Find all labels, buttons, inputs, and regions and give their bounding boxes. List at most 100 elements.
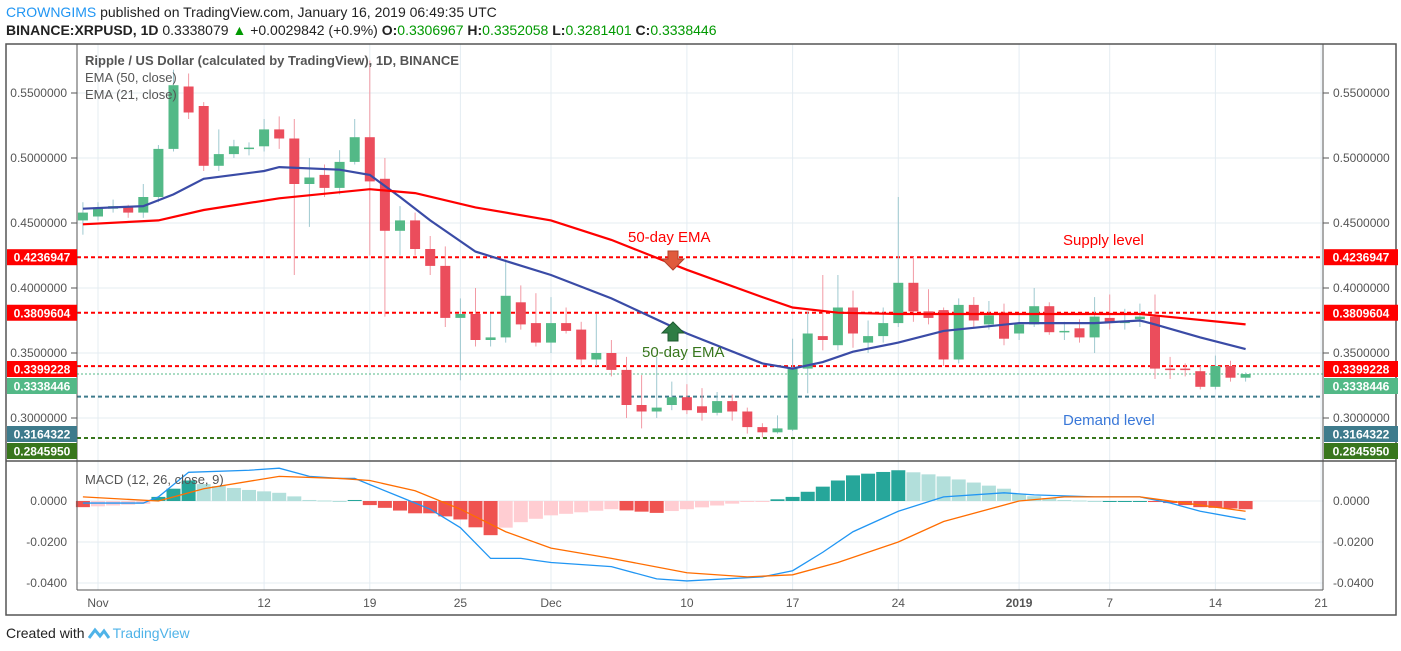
macd-histogram-bar bbox=[604, 501, 619, 510]
price-line-label-bg bbox=[1324, 304, 1398, 321]
candle-down bbox=[757, 427, 768, 433]
down-arrow-icon bbox=[660, 250, 686, 271]
price-line-label-bg bbox=[1324, 361, 1398, 377]
date-tick-label: 25 bbox=[454, 596, 468, 610]
macd-histogram-bar bbox=[559, 501, 574, 514]
last-price: 0.3338079 bbox=[162, 22, 229, 38]
macd-histogram-bar bbox=[377, 501, 392, 508]
high-value: 0.3352058 bbox=[482, 22, 549, 38]
candle-down bbox=[319, 174, 330, 188]
macd-histogram-bar bbox=[1132, 501, 1147, 502]
candle-down bbox=[621, 369, 632, 405]
candle-up bbox=[953, 304, 964, 360]
candle-up bbox=[787, 368, 798, 430]
candle-down bbox=[1104, 317, 1115, 322]
price-line-label-bg bbox=[7, 304, 77, 321]
price-line-label: 0.3399228 bbox=[14, 363, 71, 377]
candle-up bbox=[878, 323, 889, 337]
price-tick-label: 0.4500000 bbox=[10, 216, 67, 230]
price-line-label: 0.3809604 bbox=[1333, 306, 1390, 320]
candle-down bbox=[183, 86, 194, 113]
tradingview-link[interactable]: TradingView bbox=[112, 625, 190, 641]
candle-up bbox=[591, 353, 602, 360]
macd-histogram-bar bbox=[498, 501, 513, 528]
legend-macd: MACD (12, 26, close, 9) bbox=[85, 472, 224, 487]
candle-up bbox=[213, 154, 224, 166]
price-tick-label: 0.3000000 bbox=[1333, 411, 1390, 425]
price-lines bbox=[77, 256, 1323, 440]
date-tick-label: 10 bbox=[680, 596, 694, 610]
candle-up bbox=[1134, 316, 1145, 320]
macd-histogram-bar bbox=[544, 501, 558, 516]
price-line-label: 0.4236947 bbox=[14, 251, 71, 265]
macd-histogram-bar bbox=[1117, 501, 1132, 502]
candle-down bbox=[1074, 328, 1085, 338]
price-line-label: 0.3338446 bbox=[14, 380, 71, 394]
price-line-label: 0.3338446 bbox=[1333, 380, 1390, 394]
price-line-label-bg bbox=[1324, 378, 1398, 394]
candle-down bbox=[742, 411, 753, 428]
macd-histogram-bar bbox=[906, 472, 921, 501]
macd-histogram-bar bbox=[483, 501, 498, 536]
price-line-label-bg bbox=[1324, 443, 1398, 459]
candle-up bbox=[138, 197, 149, 213]
price-tick-label: 0.5000000 bbox=[10, 151, 67, 165]
date-tick-label: Nov bbox=[87, 596, 108, 610]
macd-histogram-bar bbox=[1012, 493, 1027, 501]
macd-histogram-bar bbox=[619, 501, 634, 511]
macd-histogram-bar bbox=[936, 476, 951, 501]
macd-histogram-bar bbox=[800, 491, 815, 501]
candle-down bbox=[364, 137, 375, 182]
price-line-label: 0.3809604 bbox=[14, 306, 71, 320]
candle-up bbox=[485, 337, 496, 340]
signal-line bbox=[82, 475, 1246, 578]
candle-down bbox=[1150, 316, 1160, 369]
macd-histogram-bar bbox=[287, 496, 302, 501]
candle-down bbox=[938, 310, 949, 360]
macd-histogram-bar bbox=[1208, 501, 1223, 508]
candle-up bbox=[832, 307, 843, 346]
price-change: +0.0029842 (+0.9%) bbox=[250, 22, 378, 38]
macd-histogram-bar bbox=[755, 501, 770, 502]
date-tick-label: 24 bbox=[892, 596, 906, 610]
date-tick-label: Dec bbox=[540, 596, 561, 610]
price-line-label-bg bbox=[7, 443, 77, 459]
macd-histogram-bar bbox=[181, 480, 196, 501]
macd-histogram-bar bbox=[830, 480, 845, 501]
macd-tick-label: 0.0000 bbox=[30, 494, 67, 508]
price-line-label-bg bbox=[1324, 249, 1398, 266]
open-value: 0.3306967 bbox=[397, 22, 464, 38]
axes: 0.5500000 0.5500000 0.5000000 0.5000000 0.45… bbox=[5, 43, 1397, 616]
macd-histogram-bar bbox=[679, 501, 694, 510]
candle-up bbox=[228, 146, 239, 155]
candle-down bbox=[425, 249, 436, 266]
macd-histogram-bar bbox=[664, 501, 679, 512]
annotation-demand-level: Demand level bbox=[1063, 412, 1155, 429]
macd-histogram-bar bbox=[1102, 501, 1117, 502]
macd-histogram-bar bbox=[317, 500, 332, 502]
macd-histogram-bar bbox=[951, 479, 966, 501]
legend-ema21: EMA (21, close) bbox=[85, 87, 177, 102]
candle-up bbox=[153, 148, 164, 197]
candles bbox=[77, 60, 1251, 438]
price-tick-label: 0.3500000 bbox=[10, 346, 67, 360]
annotation-ema-green: 50-day EMA bbox=[642, 344, 725, 361]
macd-histogram-bar bbox=[257, 491, 272, 501]
price-line-label-bg bbox=[7, 426, 77, 442]
macd-histogram-bar bbox=[1072, 500, 1087, 502]
candle-down bbox=[198, 106, 209, 166]
macd-histogram-bar bbox=[151, 496, 166, 501]
price-line-label: 0.3164322 bbox=[14, 428, 71, 442]
price-line-label-bg bbox=[7, 361, 77, 377]
ema-line bbox=[82, 188, 1246, 326]
candle-up bbox=[500, 295, 511, 338]
candle-down bbox=[848, 307, 858, 334]
author-link[interactable]: CROWNGIMS bbox=[6, 4, 97, 20]
macd-tick-label: 0.0000 bbox=[1333, 494, 1370, 508]
candle-up bbox=[772, 428, 783, 433]
macd-tick-label: -0.0400 bbox=[1333, 576, 1374, 590]
price-line-label-bg bbox=[7, 378, 77, 394]
macd-histogram-bar bbox=[393, 501, 407, 511]
candle-up bbox=[1089, 316, 1100, 338]
